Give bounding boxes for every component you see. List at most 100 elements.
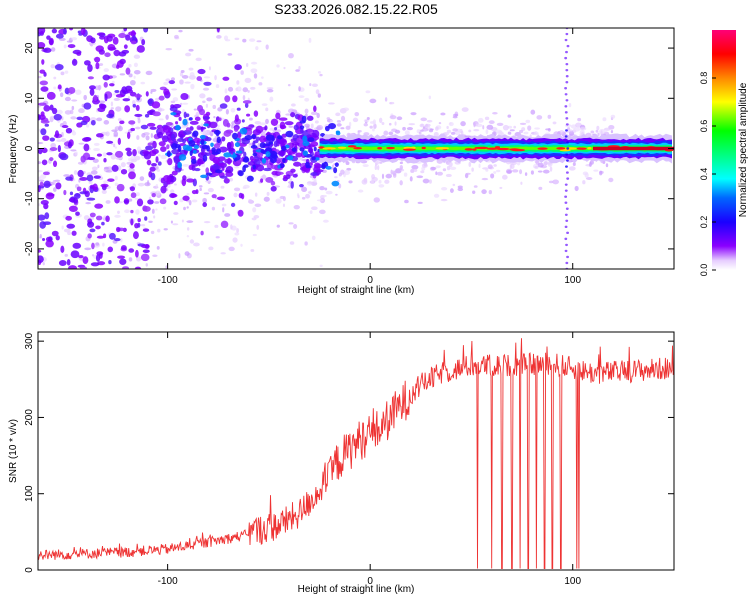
spectrogram-faint-blob bbox=[170, 77, 175, 81]
spectrogram-blob bbox=[252, 129, 262, 136]
spectrogram-blob bbox=[115, 94, 124, 98]
spectrogram-faint-blob bbox=[433, 193, 440, 198]
spectrogram-faint-blob bbox=[113, 131, 119, 137]
spectrogram-blob bbox=[160, 185, 167, 194]
spectrogram-faint-blob bbox=[404, 130, 410, 136]
spectrogram-faint-blob bbox=[406, 127, 413, 131]
spectrogram-faint-blob bbox=[379, 117, 383, 124]
spectrogram-faint-blob bbox=[71, 37, 78, 41]
spectrogram-faint-blob bbox=[542, 169, 550, 174]
spectrogram-faint-blob bbox=[452, 183, 456, 187]
spectrogram-faint-blob bbox=[402, 126, 406, 131]
spectrogram-blob bbox=[163, 88, 170, 96]
spectrogram-faint-blob bbox=[234, 37, 240, 41]
spectrogram-faint-blob bbox=[276, 224, 280, 228]
spectrogram-faint-blob bbox=[288, 222, 294, 225]
spectrogram-blob bbox=[270, 156, 277, 164]
spectrogram-faint-blob bbox=[549, 166, 553, 172]
spectrogram-x-tick-label: 0 bbox=[367, 275, 373, 286]
spectrogram-blob bbox=[38, 41, 46, 49]
spectrogram-blob bbox=[96, 133, 104, 138]
spectrogram-faint-blob bbox=[230, 107, 236, 113]
spectrogram-blob bbox=[202, 202, 208, 208]
spectrogram-blob bbox=[46, 91, 56, 100]
spectrogram-blob bbox=[87, 233, 92, 239]
spectrogram-faint-blob bbox=[94, 85, 100, 91]
spectrogram-blob bbox=[114, 238, 121, 242]
spectrogram-blob bbox=[121, 49, 130, 54]
spectrogram-faint-blob bbox=[101, 189, 107, 195]
spectrogram-blob bbox=[134, 93, 142, 98]
spectrogram-faint-blob bbox=[394, 121, 397, 126]
spectrogram-blob bbox=[196, 125, 202, 131]
spectrogram-blob bbox=[158, 141, 166, 147]
spectrogram-faint-blob bbox=[314, 120, 319, 124]
spectrogram-blob bbox=[104, 52, 111, 58]
spectrogram-hotspot bbox=[576, 147, 583, 150]
spectrogram-blob bbox=[49, 137, 55, 142]
spectrogram-faint-blob bbox=[530, 170, 534, 175]
spectrogram-faint-blob bbox=[552, 179, 559, 185]
spectrogram-faint-blob bbox=[70, 149, 77, 152]
spectrogram-blob bbox=[193, 145, 200, 150]
spectrogram-faint-blob bbox=[227, 53, 233, 56]
spectrogram-blob bbox=[159, 198, 167, 205]
spectrogram-blob bbox=[290, 168, 296, 173]
spectrogram-blob bbox=[226, 147, 235, 152]
spectrogram-blob bbox=[149, 126, 157, 130]
spectrogram-blob bbox=[42, 135, 50, 141]
spectrogram-faint-blob bbox=[468, 129, 472, 133]
spectrogram-x-ticks: -100 0 100 bbox=[158, 28, 582, 286]
spectrogram-faint-blob bbox=[308, 37, 312, 43]
spectrogram-faint-blob bbox=[78, 108, 85, 114]
spectrogram-stripe-dot bbox=[564, 111, 568, 114]
spectrogram-faint-blob bbox=[309, 83, 312, 87]
spectrogram-blob bbox=[132, 34, 136, 42]
spectrogram-faint-blob bbox=[254, 203, 262, 208]
spectrogram-faint-blob bbox=[428, 95, 432, 100]
spectrogram-faint-blob bbox=[293, 204, 300, 210]
spectrogram-faint-blob bbox=[290, 103, 296, 107]
spectrogram-blob bbox=[247, 161, 256, 166]
spectrogram-blob bbox=[219, 103, 228, 109]
spectrogram-faint-blob bbox=[71, 131, 77, 136]
spectrogram-faint-blob bbox=[225, 109, 229, 115]
spectrogram-faint-blob bbox=[357, 189, 364, 193]
spectrogram-faint-blob bbox=[495, 129, 503, 134]
spectrogram-faint-blob bbox=[224, 88, 228, 94]
spectrogram-blob bbox=[333, 167, 338, 174]
spectrogram-faint-blob bbox=[301, 196, 306, 200]
spectrogram-faint-blob bbox=[452, 113, 459, 117]
spectrogram-blob bbox=[132, 103, 137, 108]
spectrogram-blob bbox=[49, 104, 54, 111]
spectrogram-faint-blob bbox=[473, 185, 478, 188]
spectrogram-blob bbox=[302, 135, 308, 143]
spectrogram-faint-blob bbox=[114, 175, 118, 181]
spectrogram-faint-blob bbox=[207, 187, 214, 193]
spectrogram-blob bbox=[87, 64, 93, 72]
spectrogram-blob bbox=[94, 56, 101, 63]
spectrogram-faint-blob bbox=[493, 171, 497, 174]
spectrogram-blob bbox=[290, 112, 296, 118]
spectrogram-blob bbox=[280, 139, 287, 143]
spectrogram-faint-blob bbox=[472, 190, 476, 194]
spectrogram-faint-blob bbox=[567, 127, 571, 130]
spectrogram-blob bbox=[106, 140, 114, 144]
spectrogram-blob bbox=[41, 159, 48, 166]
colorbar-tick-label: 0.0 bbox=[699, 264, 709, 277]
spectrogram-faint-blob bbox=[322, 219, 329, 223]
spectrogram-faint-blob bbox=[496, 122, 504, 127]
spectrogram-stripe-dot bbox=[564, 87, 568, 90]
spectrogram-faint-blob bbox=[250, 86, 256, 90]
spectrogram-faint-blob bbox=[311, 83, 318, 87]
spectrogram-faint-blob bbox=[342, 107, 350, 112]
spectrogram-blob bbox=[65, 127, 73, 134]
spectrogram-blob bbox=[38, 255, 44, 264]
colorbar-tick-label: 0.6 bbox=[699, 120, 709, 133]
spectrogram-faint-blob bbox=[199, 93, 206, 99]
spectrogram-faint-blob bbox=[285, 113, 292, 116]
spectrogram-stripe-dot bbox=[564, 105, 568, 108]
spectrogram-faint-blob bbox=[251, 217, 257, 221]
spectrogram-faint-blob bbox=[115, 156, 123, 160]
spectrogram-blob bbox=[142, 205, 148, 212]
